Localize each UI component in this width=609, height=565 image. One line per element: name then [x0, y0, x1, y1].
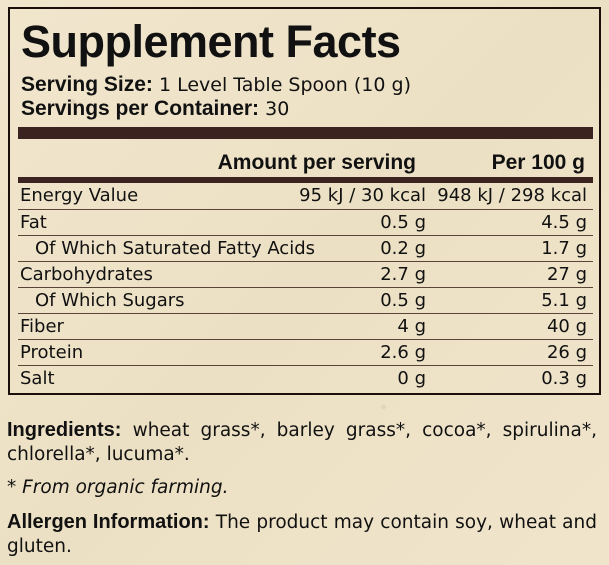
table-row: Protein 2.6 g 26 g: [18, 339, 593, 365]
table-row: Of Which Sugars 0.5 g 5.1 g: [18, 287, 593, 313]
per-100g-header: Per 100 g: [491, 151, 585, 174]
nutrient-name: Carbohydrates: [20, 264, 153, 285]
nutrient-name: Of Which Sugars: [35, 290, 185, 311]
panel-title: Supplement Facts: [21, 16, 401, 67]
nutrient-name: Fiber: [20, 316, 64, 337]
per-100g-value: 948 kJ / 298 kcal: [437, 185, 587, 206]
table-row: Fat 0.5 g 4.5 g: [18, 209, 593, 235]
per-serving-value: 0.2 g: [380, 238, 426, 259]
nutrient-name: Fat: [20, 212, 47, 233]
per-100g-value: 40 g: [546, 316, 587, 337]
per-serving-value: 2.6 g: [380, 342, 426, 363]
serving-size-label: Serving Size:: [21, 73, 153, 96]
medium-divider: [18, 177, 593, 183]
per-100g-value: 0.3 g: [541, 368, 587, 389]
nutrient-name: Of Which Saturated Fatty Acids: [35, 238, 316, 259]
per-100g-value: 27 g: [546, 264, 587, 285]
organic-footnote: * From organic farming.: [7, 477, 229, 498]
per-serving-value: 0.5 g: [380, 290, 426, 311]
per-100g-value: 5.1 g: [541, 290, 587, 311]
per-100g-value: 4.5 g: [541, 212, 587, 233]
serving-size-value: 1 Level Table Spoon (10 g): [158, 74, 411, 96]
nutrient-name: Energy Value: [20, 185, 139, 206]
servings-per-container-row: Servings per Container: 30: [21, 97, 289, 121]
allergen-paragraph: Allergen Information: The product may co…: [7, 510, 597, 559]
allergen-label: Allergen Information:: [7, 511, 210, 533]
servings-per-container-label: Servings per Container:: [21, 97, 260, 120]
table-row: Fiber 4 g 40 g: [18, 313, 593, 339]
table-row: Salt 0 g 0.3 g: [18, 365, 593, 391]
nutrient-name: Salt: [20, 368, 55, 389]
per-serving-value: 0 g: [397, 368, 426, 389]
per-serving-value: 4 g: [397, 316, 426, 337]
servings-per-container-value: 30: [265, 98, 290, 120]
table-row: Energy Value 95 kJ / 30 kcal 948 kJ / 29…: [18, 183, 593, 209]
allergen-text: The product may contain soy, wheat and g…: [7, 512, 597, 557]
supplement-facts-panel: Supplement Facts Serving Size: 1 Level T…: [8, 7, 601, 395]
serving-size-row: Serving Size: 1 Level Table Spoon (10 g): [21, 73, 411, 97]
nutrient-name: Protein: [20, 342, 84, 363]
ingredients-paragraph: Ingredients: wheat grass*, barley grass*…: [7, 418, 597, 467]
per-serving-value: 0.5 g: [380, 212, 426, 233]
amount-per-serving-header: Amount per serving: [217, 151, 416, 174]
per-serving-value: 95 kJ / 30 kcal: [299, 185, 426, 206]
per-100g-value: 1.7 g: [541, 238, 587, 259]
per-serving-value: 2.7 g: [380, 264, 426, 285]
per-100g-value: 26 g: [546, 342, 587, 363]
table-row: Of Which Saturated Fatty Acids 0.2 g 1.7…: [18, 235, 593, 261]
thick-divider: [18, 127, 593, 139]
table-row: Carbohydrates 2.7 g 27 g: [18, 261, 593, 287]
ingredients-text: wheat grass*, barley grass*, cocoa*, spi…: [7, 420, 597, 465]
ingredients-label: Ingredients:: [7, 419, 122, 441]
